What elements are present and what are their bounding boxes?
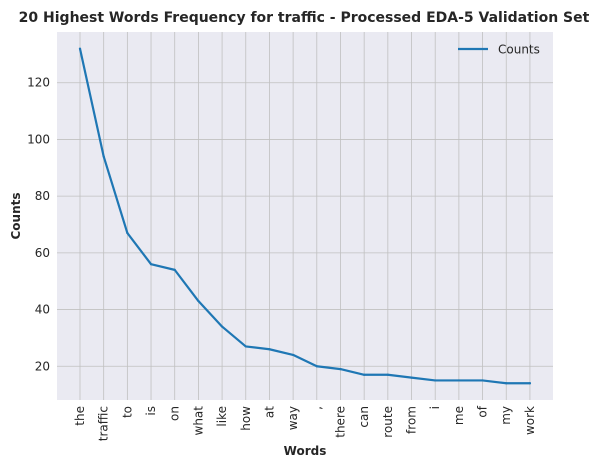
series-line-counts xyxy=(78,47,532,385)
x-axis-label: Words xyxy=(284,444,327,458)
data-point xyxy=(505,382,508,385)
data-point xyxy=(244,345,247,348)
data-points xyxy=(78,47,532,385)
y-gridlines xyxy=(57,82,553,367)
y-axis-label: Counts xyxy=(9,192,23,239)
x-tick-label: on xyxy=(168,406,182,421)
x-tick-label: the xyxy=(73,406,87,426)
x-tick-label: i xyxy=(428,406,442,409)
data-point xyxy=(315,365,318,368)
x-tick-label: my xyxy=(499,406,513,425)
y-tick-label: 60 xyxy=(35,246,50,260)
x-tick-label: route xyxy=(381,406,395,438)
x-tick-label: like xyxy=(215,406,229,427)
data-point xyxy=(173,268,176,271)
plot-area xyxy=(57,32,553,400)
x-tick-label: what xyxy=(191,406,205,436)
x-tick-label: at xyxy=(262,406,276,418)
x-tick-label: to xyxy=(120,406,134,418)
data-point xyxy=(434,379,437,382)
data-point xyxy=(292,353,295,357)
data-point xyxy=(528,382,532,385)
data-point xyxy=(386,373,389,376)
x-axis-ticks: the traffic to is on what like how at way, there ca… xyxy=(73,405,537,441)
y-tick-label: 20 xyxy=(35,359,50,373)
data-point xyxy=(197,299,200,303)
y-tick-label: 100 xyxy=(27,132,50,146)
chart-title: 20 Highest Words Frequency for traffic -… xyxy=(19,10,590,26)
x-tick-label: can xyxy=(357,406,371,428)
x-gridlines xyxy=(79,32,531,400)
data-point xyxy=(126,231,129,235)
data-point xyxy=(268,348,271,351)
data-point xyxy=(363,373,366,376)
x-tick-label: work xyxy=(523,406,537,435)
y-tick-label: 40 xyxy=(35,303,50,317)
data-point xyxy=(339,368,342,371)
data-point xyxy=(410,376,413,379)
data-point xyxy=(481,379,484,382)
x-tick-label: of xyxy=(476,405,490,417)
x-tick-label: how xyxy=(239,406,253,431)
x-tick-label: , xyxy=(310,406,324,410)
x-tick-label: from xyxy=(405,406,419,434)
y-tick-label: 120 xyxy=(27,76,50,90)
x-tick-label: traffic xyxy=(97,406,111,441)
data-point xyxy=(220,325,224,328)
x-tick-label: me xyxy=(452,406,466,425)
data-point xyxy=(102,155,105,158)
x-tick-label: way xyxy=(286,406,300,430)
data-point xyxy=(149,263,153,266)
legend-label-counts: Counts xyxy=(498,43,540,57)
x-tick-label: is xyxy=(144,406,158,416)
y-axis-ticks: 20 40 60 80 100 120 xyxy=(27,76,50,374)
y-tick-label: 80 xyxy=(35,189,50,203)
x-tick-label: there xyxy=(333,406,347,438)
data-point xyxy=(78,47,82,50)
data-point xyxy=(457,379,460,382)
legend: Counts xyxy=(458,43,540,57)
